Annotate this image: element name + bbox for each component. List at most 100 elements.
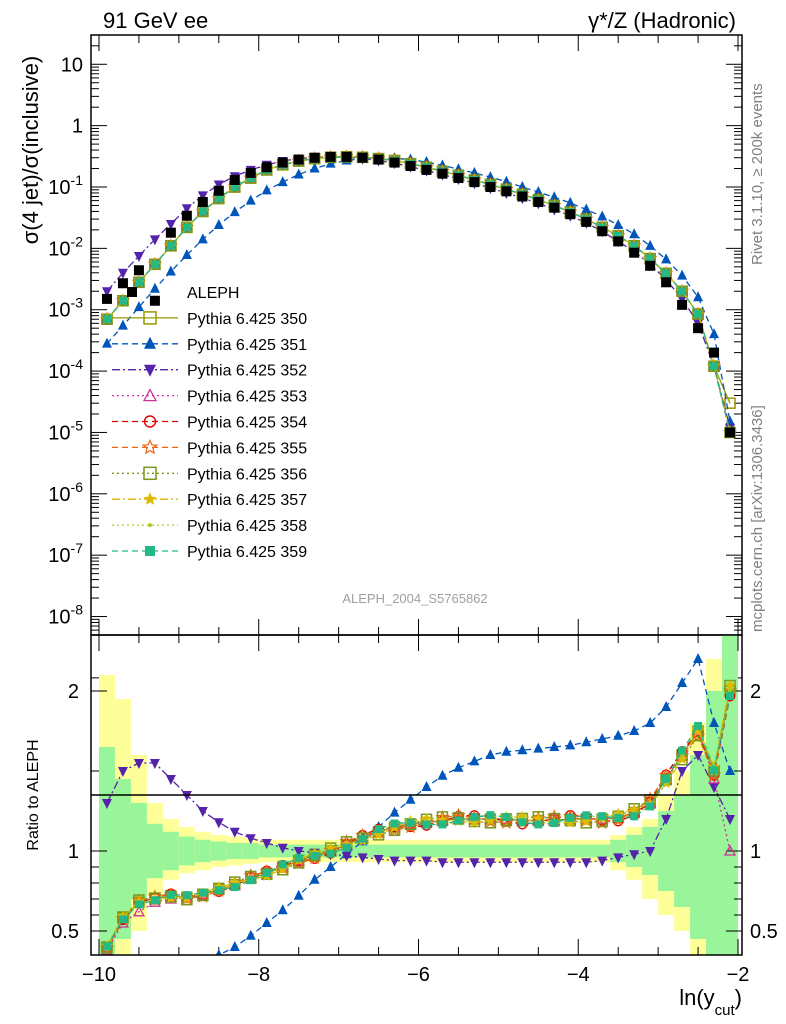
aleph-point [437,168,448,179]
y-tick-label: 1 [72,116,83,138]
series-point [677,269,688,280]
ratio-series-point [486,811,495,820]
ratio-series-line [106,690,731,949]
ratio-series-point [485,749,496,759]
ratio-series-point [117,767,128,777]
series-line [106,156,731,433]
y-tick-label: 10-4 [48,356,83,383]
series-point [501,175,512,186]
series-point [117,319,128,330]
ratio-series-line [106,685,731,948]
stat-uncertainty-band [210,841,227,861]
ratio-series-point [390,819,399,828]
series-point [724,397,736,409]
aleph-point [165,227,176,238]
legend-label: Pythia 6.425 353 [187,389,307,406]
legend-label: Pythia 6.425 355 [187,440,307,457]
ratio-series-point [693,751,704,761]
series-point [149,235,160,246]
aleph-point [309,152,320,163]
ratio-series-point [581,736,592,747]
series-point [197,191,208,202]
series-point [133,252,144,263]
aleph-point [725,427,736,438]
aleph-point [229,175,240,186]
ratio-series-point [676,753,688,765]
aleph-point [261,162,272,173]
legend-marker [143,466,157,481]
aleph-point [469,177,480,188]
ratio-series-point [215,949,222,955]
aleph-point [117,278,128,289]
series-point [694,310,703,319]
ratio-series-point [134,900,143,909]
ratio-series-point [581,858,592,869]
series-point [678,287,687,296]
ratio-series-point [166,960,176,970]
ratio-series-point [229,827,240,838]
ratio-series-point [550,819,559,828]
ratio-series-point [405,856,416,867]
ratio-series-point [614,814,623,823]
ratio-series-point [182,891,191,900]
ratio-ticks: −10 −8 −6 −4 −20.5 0.51 12 2 [51,635,778,986]
ratio-series-point [678,746,687,755]
ratio-series-point [421,856,432,867]
ratio-y-tick-label-right: 2 [750,681,761,703]
aleph-point [565,209,576,220]
series-point [213,219,224,230]
series-point [597,210,608,221]
series-point [662,269,671,278]
ratio-series-point [262,868,271,877]
x-tick-label: −6 [407,964,430,986]
series-point [102,315,111,324]
ratio-series-point [502,812,511,821]
legend: ALEPH Pythia 6.425 350 Pythia 6.425 351 Pyt… [112,285,307,561]
ratio-series-point [662,774,671,783]
ratio-series-point [229,941,240,951]
aleph-point [133,265,144,276]
series-point [485,171,496,182]
series-point [565,196,576,207]
legend-marker [143,415,157,428]
aleph-point [661,277,672,288]
ratio-series-point [709,717,720,727]
series-point [710,362,719,371]
ratio-series-line [106,685,731,947]
aleph-point [533,196,544,207]
ratio-series-point [261,917,272,927]
ratio-series-point [629,725,640,735]
main-data-layer [99,149,738,439]
ratio-series-point [725,815,736,825]
ratio-series-3 [101,751,736,869]
aleph-point [709,347,720,358]
series-point [629,228,640,239]
ratio-series-point [150,965,160,975]
y-tick-label: 10-3 [48,295,83,322]
series-point [149,282,160,293]
ratio-series-point [198,888,207,897]
aleph-point [213,185,224,196]
ratio-series-point [454,816,463,825]
ratio-series-point [118,915,127,924]
series-point [245,194,256,205]
ratio-series-point [181,791,192,801]
ratio-series-point [709,783,720,793]
aleph-point [677,299,688,310]
ratio-series-point [677,767,688,777]
series-point [134,278,143,287]
ratio-series-point [246,876,255,885]
chart-titles: 91 GeV ee γ*/Z (Hadronic) [103,8,736,33]
ratio-series-point [277,863,289,874]
ratio-series-point [277,904,288,915]
ratio-series-point [420,812,433,824]
ratio-series-point [102,942,111,951]
legend-label: Pythia 6.425 354 [187,415,307,432]
ratio-series-point [518,818,527,827]
mcplots-label: mcplots.cern.ch [arXiv:1306.3436] [749,405,766,632]
main-plot-panel: 10-8 10-7 10-6 10-5 10-4 10-3 10-2 10-1 1 10 σ(4 … [18,34,743,679]
ratio-series-point [341,851,352,862]
ratio-series-point [597,856,608,867]
ratio-series-line [216,657,731,955]
legend-label: Pythia 6.425 352 [187,363,307,380]
